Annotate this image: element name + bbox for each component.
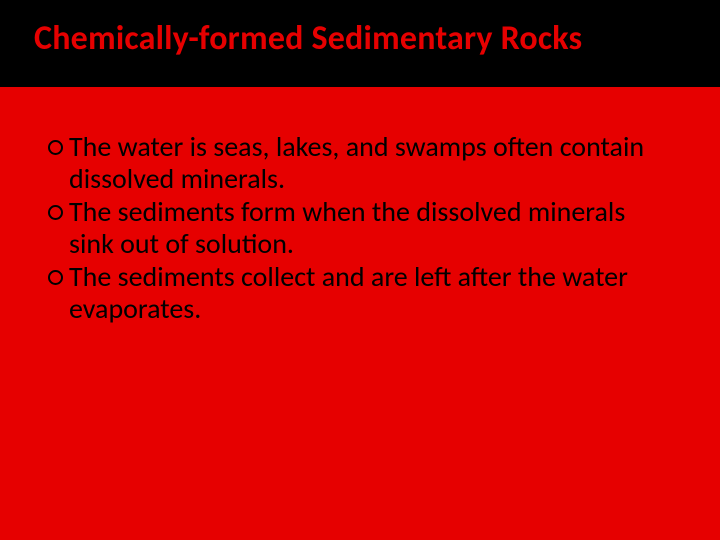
slide: Chemically-formed Sedimentary Rocks The … xyxy=(0,0,720,540)
bullet-icon xyxy=(48,205,63,220)
bullet-text: The sediments form when the dissolved mi… xyxy=(69,196,672,261)
title-bar: Chemically-formed Sedimentary Rocks xyxy=(0,0,720,87)
slide-title: Chemically-formed Sedimentary Rocks xyxy=(34,18,686,59)
bullet-icon xyxy=(48,270,63,285)
list-item: The water is seas, lakes, and swamps oft… xyxy=(48,131,672,196)
slide-body: The water is seas, lakes, and swamps oft… xyxy=(0,87,720,326)
bullet-icon xyxy=(48,140,63,155)
list-item: The sediments collect and are left after… xyxy=(48,261,672,326)
bullet-text: The water is seas, lakes, and swamps oft… xyxy=(69,131,672,196)
bullet-text: The sediments collect and are left after… xyxy=(69,261,672,326)
list-item: The sediments form when the dissolved mi… xyxy=(48,196,672,261)
